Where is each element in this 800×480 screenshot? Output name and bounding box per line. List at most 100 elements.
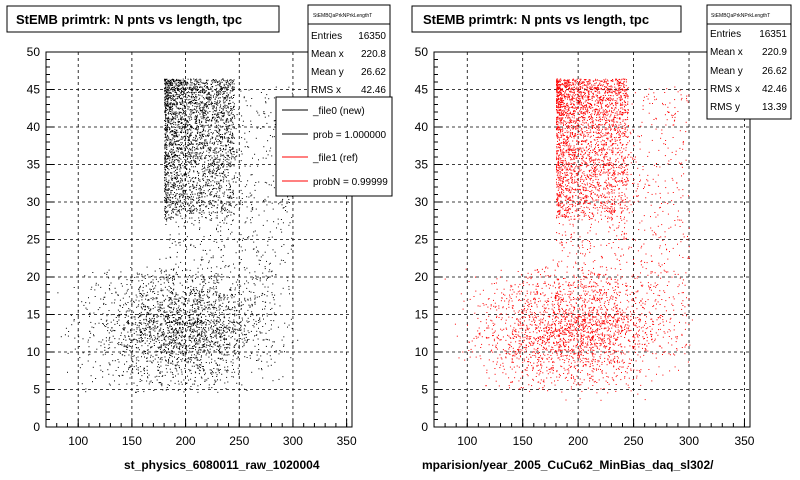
left-scatter-point [209,289,211,291]
left-scatter-point [256,334,258,336]
left-scatter-point [196,326,198,328]
left-scatter-point [170,123,172,125]
left-scatter-point [145,316,147,318]
left-scatter-point [195,309,197,311]
left-scatter-point [194,339,195,341]
left-scatter-point [150,319,152,321]
left-scatter-point [170,307,172,309]
left-scatter-point [177,144,179,145]
left-scatter-point [164,129,166,131]
left-scatter-point [187,116,189,118]
left-scatter-point [199,208,201,210]
left-scatter-point [172,289,174,291]
left-scatter-point [226,99,228,101]
left-scatter-point [204,103,206,104]
left-scatter-point [222,220,223,222]
left-scatter-point [214,282,216,284]
left-scatter-point [221,87,223,89]
left-scatter-point [229,137,231,139]
left-scatter-point [155,297,157,299]
left-scatter-point [182,161,184,163]
left-scatter-point [191,293,193,294]
left-scatter-point [157,309,159,311]
left-scatter-point [170,322,172,323]
left-scatter-point [166,166,167,168]
left-scatter-point [234,301,236,303]
left-scatter-point [229,97,231,99]
left-scatter-point [230,81,232,83]
left-scatter-point [178,343,180,345]
left-scatter-point [214,119,216,121]
left-scatter-point [180,142,182,144]
left-scatter-point [201,135,203,137]
left-scatter-point [236,358,238,360]
left-scatter-point [164,191,166,193]
left-scatter-point [244,356,246,358]
left-scatter-point [184,355,186,357]
left-scatter-point [216,211,218,213]
left-scatter-point [232,134,234,136]
left-scatter-point [209,150,211,152]
left-scatter-point [232,86,234,88]
left-scatter-point [175,136,177,138]
left-scatter-point [201,289,203,291]
left-scatter-point [132,356,134,357]
left-scatter-point [165,117,167,119]
left-scatter-point [164,201,166,203]
left-scatter-point [219,105,221,107]
left-scatter-point [211,142,213,144]
left-scatter-point [109,384,111,386]
left-scatter-point [143,319,145,321]
left-scatter-point [212,180,214,182]
left-scatter-point [205,183,207,185]
left-scatter-point [224,90,226,92]
left-scatter-point [204,143,206,144]
left-scatter-point [152,360,154,362]
left-scatter-point [207,97,209,99]
left-scatter-point [225,339,227,341]
left-scatter-point [160,307,162,309]
left-scatter-point [205,103,207,105]
left-scatter-point [181,123,183,124]
left-scatter-point [201,200,203,202]
left-scatter-point [218,94,220,96]
left-scatter-point [244,314,246,316]
left-scatter-point [128,310,130,312]
left-scatter-point [164,84,166,86]
left-scatter-point [201,211,203,213]
left-scatter-point [234,353,236,354]
left-scatter-point [221,112,222,113]
left-scatter-point [218,275,220,277]
left-scatter-point [170,82,172,84]
left-scatter-point [143,304,145,305]
left-scatter-point [209,334,211,335]
left-scatter-point [180,82,182,84]
left-scatter-point [220,180,222,182]
left-scatter-point [159,324,161,326]
left-scatter-point [165,120,167,122]
left-scatter-point [167,344,169,346]
left-scatter-point [154,336,156,338]
left-scatter-point [175,134,177,136]
left-scatter-point [166,129,168,131]
left-scatter-point [198,292,200,294]
left-scatter-point [215,102,217,104]
left-scatter-point [195,137,196,139]
left-scatter-point [176,86,178,88]
left-scatter-point [164,188,166,190]
left-scatter-point [130,357,132,359]
left-scatter-point [184,107,185,109]
left-scatter-point [182,126,184,128]
left-scatter-point [190,152,192,154]
left-scatter-point [180,204,182,206]
left-scatter-point [179,165,181,167]
left-scatter-point [149,327,151,329]
left-scatter-point [216,328,218,330]
left-scatter-point [254,271,256,273]
left-scatter-point [186,155,188,157]
left-scatter-point [177,358,179,360]
left-scatter-point [115,370,117,371]
left-scatter-point [196,335,198,337]
left-scatter-point [227,211,229,213]
left-scatter-point [139,315,141,317]
